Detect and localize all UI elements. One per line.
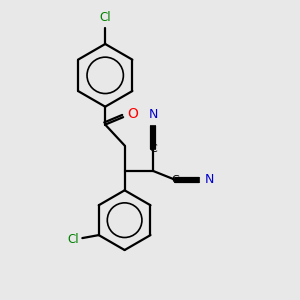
Text: N: N	[148, 108, 158, 121]
Text: O: O	[127, 107, 138, 121]
Text: C: C	[149, 143, 157, 154]
Text: Cl: Cl	[67, 233, 79, 246]
Text: N: N	[205, 173, 214, 186]
Text: C: C	[172, 175, 179, 185]
Text: Cl: Cl	[99, 11, 111, 24]
